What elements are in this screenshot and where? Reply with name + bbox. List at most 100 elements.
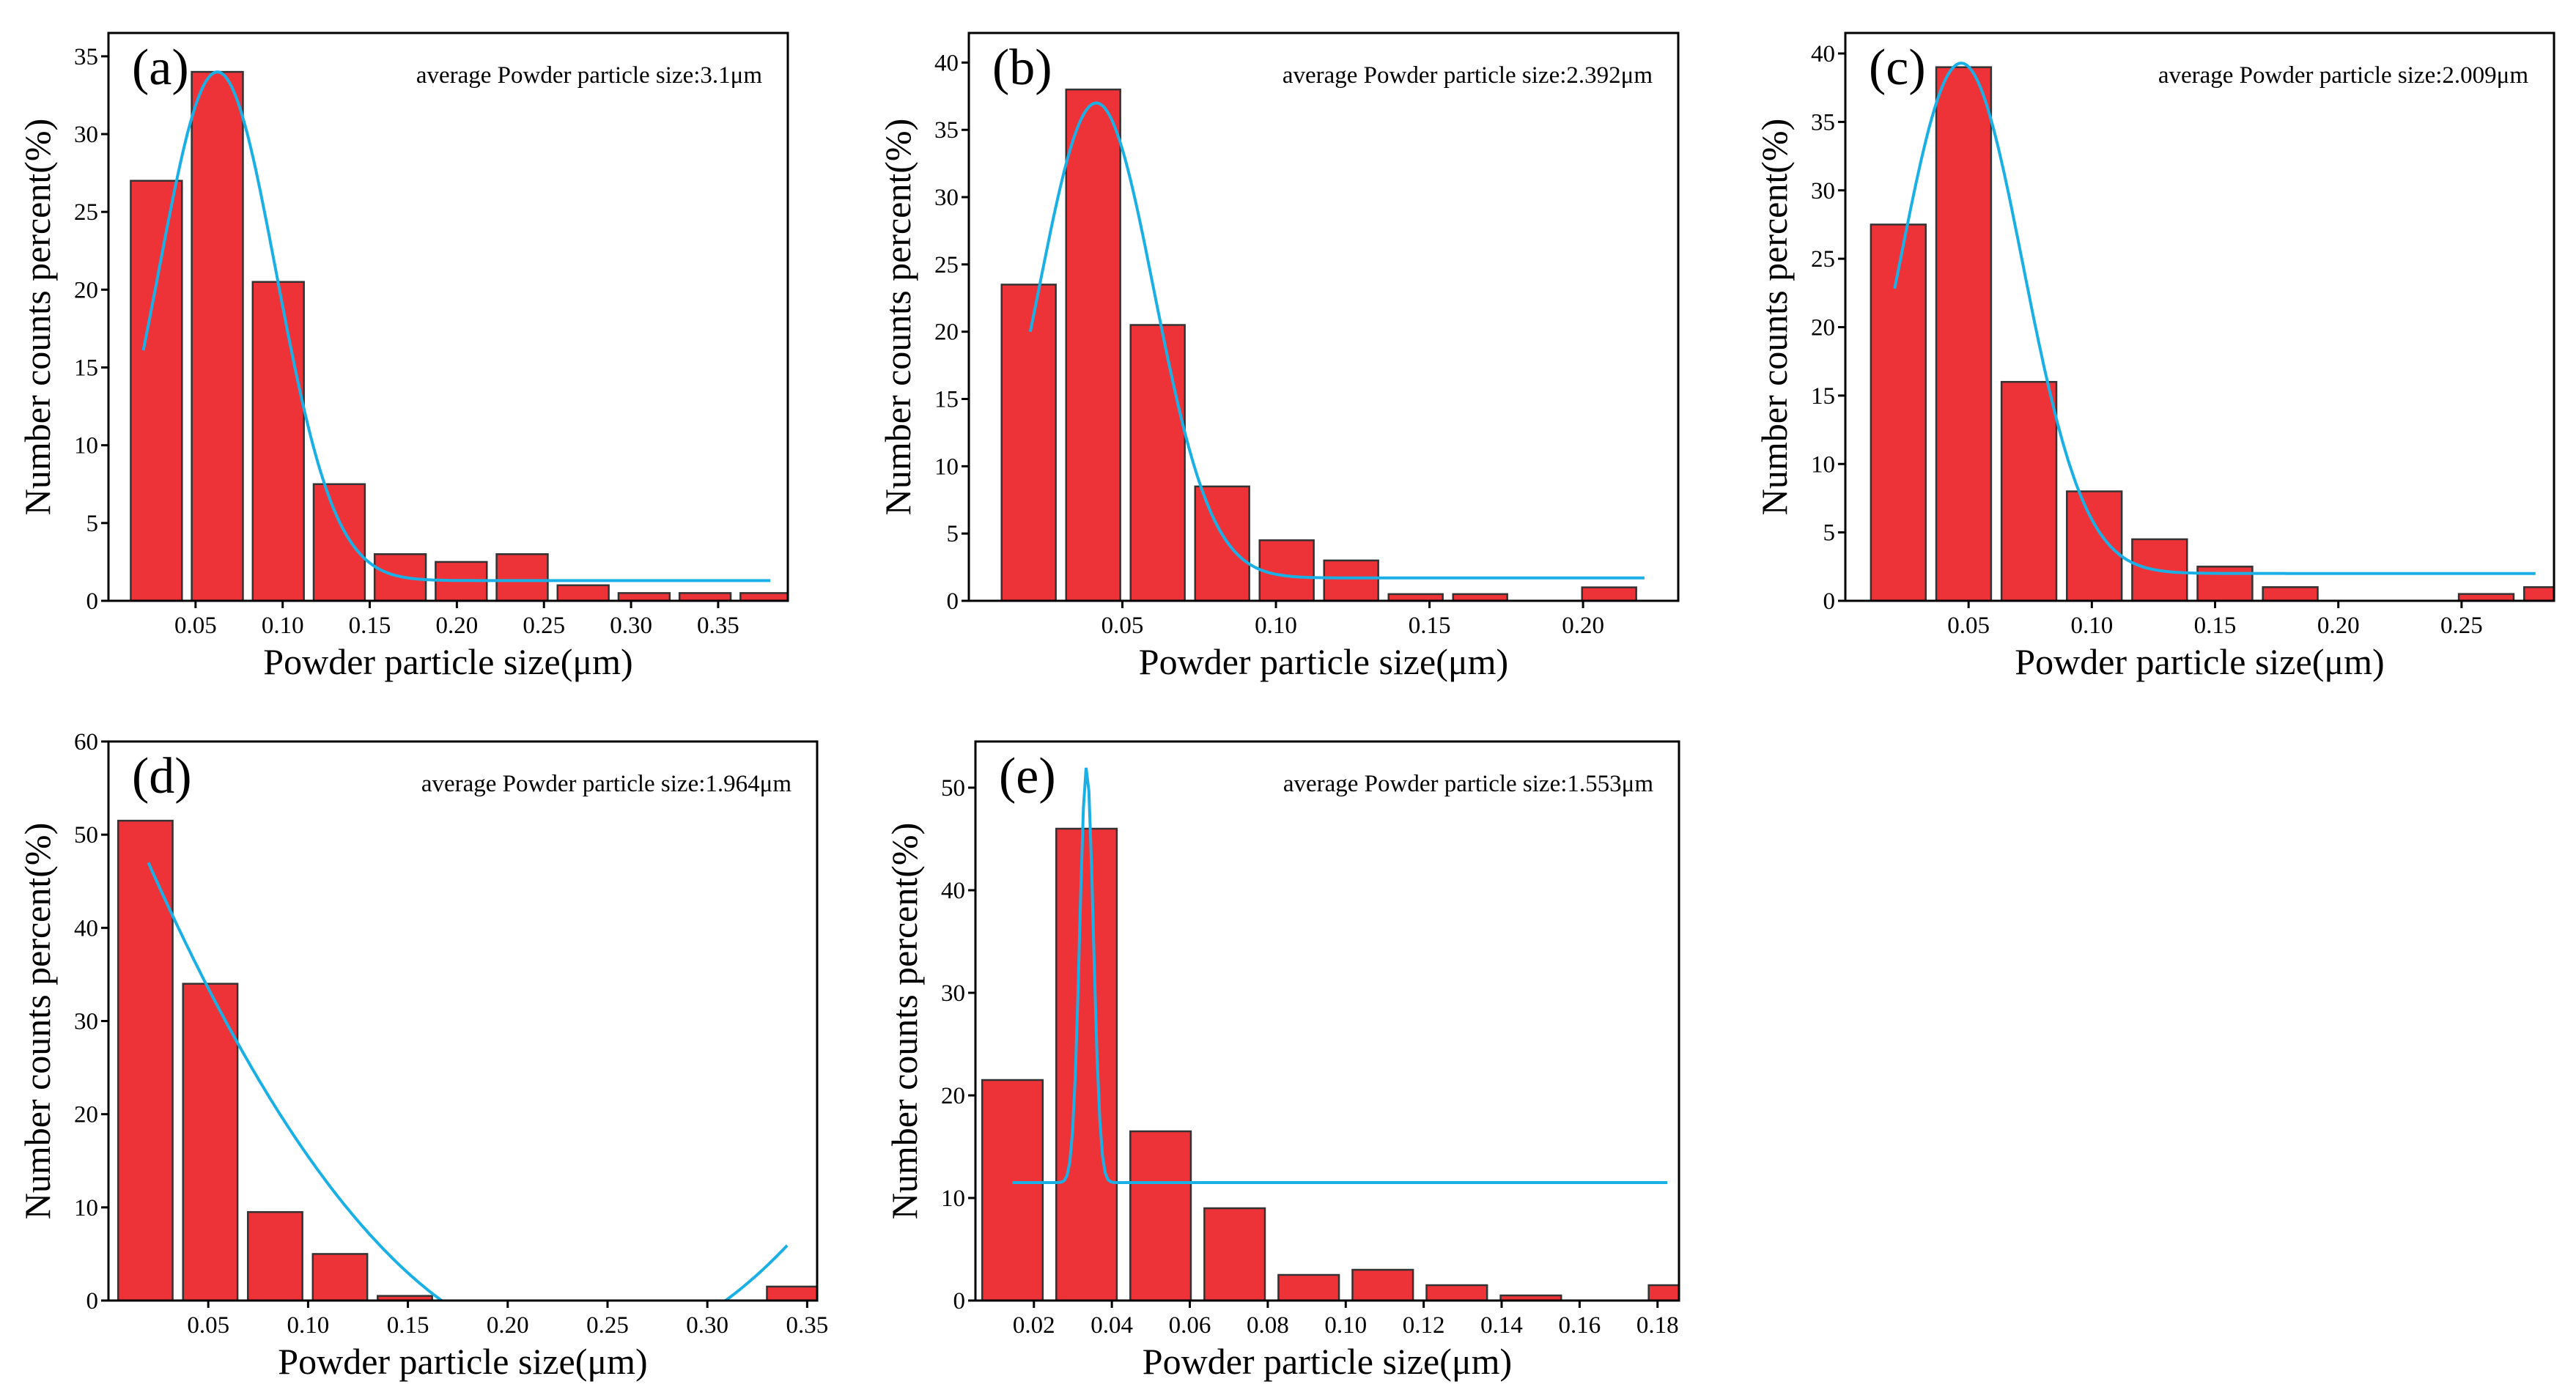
bar-1	[1935, 66, 1993, 602]
y-tick-label: 10	[74, 433, 98, 459]
y-tick-label: 25	[74, 199, 98, 226]
bar-9	[2523, 586, 2555, 602]
y-tick-label: 10	[934, 454, 959, 480]
y-tick-label: 5	[947, 521, 959, 547]
y-tick-label: 0	[947, 588, 959, 615]
bar-3	[1194, 485, 1250, 602]
x-tick-label: 0.05	[1947, 613, 1990, 639]
x-tick-label: 0.20	[487, 1312, 529, 1339]
y-tick-label: 15	[74, 355, 98, 382]
bar-1	[1065, 88, 1121, 602]
y-tick-label: 10	[1811, 451, 1835, 478]
bar-0	[1870, 223, 1927, 602]
y-tick-label: 20	[941, 1083, 965, 1109]
y-tick-label: 30	[934, 185, 959, 211]
bar-1	[182, 983, 239, 1302]
y-tick-label: 0	[1823, 588, 1836, 615]
bar-10	[739, 592, 789, 602]
fit-curve	[141, 70, 771, 582]
panel-d: 0.05 0.10 0.15 0.20 0.25 0.30 0.35 0 10 20 30 40 50 6…	[17, 729, 828, 1382]
x-tick-label: 0.10	[1255, 613, 1297, 639]
y-tick-label: 0	[86, 1288, 99, 1314]
bar-1	[191, 70, 244, 602]
x-axis-title: Powder particle size(μm)	[2015, 641, 2384, 682]
bar-0	[117, 819, 174, 1302]
bar-3	[312, 483, 366, 602]
x-tick-label: 0.02	[1013, 1312, 1055, 1339]
bar-8	[617, 592, 671, 602]
x-tick-label: 0.16	[1559, 1312, 1601, 1339]
x-tick-label: 0.20	[2317, 613, 2360, 639]
bar-0	[981, 1079, 1044, 1302]
y-tick-label: 10	[941, 1186, 965, 1212]
x-tick-label: 0.05	[1101, 613, 1144, 639]
y-tick-label: 35	[934, 117, 959, 144]
y-tick-label: 5	[1823, 520, 1836, 547]
y-tick-label: 20	[934, 319, 959, 346]
bar-1	[1055, 827, 1118, 1302]
average-size-annotation: average Powder particle size:1.964μm	[421, 771, 791, 797]
plot-frame	[1844, 32, 2555, 602]
bar-2	[2000, 380, 2058, 602]
fit-curve	[1012, 767, 1667, 1184]
bar-2	[251, 281, 305, 602]
y-tick-label: 30	[1811, 178, 1835, 204]
x-tick-label: 0.05	[187, 1312, 229, 1339]
panel-label: (e)	[999, 748, 1056, 805]
bar-4	[1258, 539, 1315, 602]
plot-frame	[107, 32, 789, 602]
y-tick-label: 30	[74, 122, 98, 148]
x-tick-label: 0.35	[697, 613, 739, 639]
bar-8	[1647, 1284, 1680, 1302]
x-tick-label: 0.25	[523, 613, 565, 639]
average-size-annotation: average Powder particle size:2.009μm	[2158, 62, 2528, 89]
y-axis-title: Number counts percent(%)	[877, 119, 918, 515]
x-tick-label: 0.10	[1324, 1312, 1367, 1339]
x-tick-label: 0.04	[1090, 1312, 1133, 1339]
y-tick-label: 0	[953, 1288, 966, 1314]
y-tick-label: 5	[86, 511, 99, 537]
bar-3	[2066, 490, 2123, 602]
x-tick-label: 0.15	[349, 613, 391, 639]
bar-4	[1277, 1273, 1340, 1302]
panel-label: (a)	[132, 40, 189, 96]
fit-curve	[1028, 101, 1645, 580]
bar-6	[2262, 586, 2319, 602]
average-size-annotation: average Powder particle size:2.392μm	[1283, 62, 1653, 89]
x-tick-label: 0.20	[1562, 613, 1604, 639]
y-tick-label: 20	[1811, 315, 1835, 341]
y-tick-label: 30	[74, 1009, 98, 1035]
y-tick-label: 25	[1811, 246, 1835, 273]
y-axis-title: Number counts percent(%)	[17, 119, 58, 515]
x-tick-label: 0.30	[686, 1312, 728, 1339]
panel-label: (d)	[132, 748, 192, 805]
x-tick-label: 0.10	[287, 1312, 330, 1339]
y-axis-title: Number counts percent(%)	[1754, 119, 1795, 515]
fit-curve	[147, 862, 789, 1301]
bar-10	[766, 1285, 819, 1302]
y-tick-label: 50	[941, 775, 965, 802]
bar-5	[2196, 566, 2254, 602]
x-tick-label: 0.08	[1247, 1312, 1289, 1339]
bar-5	[1323, 559, 1379, 602]
bar-8	[1581, 586, 1637, 602]
x-tick-label: 0.10	[2070, 613, 2113, 639]
bar-6	[1425, 1284, 1488, 1302]
y-axis-title: Number counts percent(%)	[884, 823, 925, 1219]
x-axis-title: Powder particle size(μm)	[278, 1341, 647, 1382]
y-tick-label: 20	[74, 277, 98, 303]
x-tick-label: 0.35	[786, 1312, 829, 1339]
bar-2	[1129, 1130, 1192, 1302]
y-tick-label: 50	[74, 822, 98, 848]
panel-label: (c)	[1869, 40, 1926, 96]
bar-7	[556, 584, 610, 602]
bar-3	[311, 1253, 369, 1302]
y-axis-title: Number counts percent(%)	[17, 823, 58, 1219]
average-size-annotation: average Powder particle size:3.1μm	[416, 62, 762, 89]
x-tick-label: 0.10	[262, 613, 304, 639]
y-tick-label: 15	[934, 387, 959, 413]
fit-curve	[1893, 62, 2536, 575]
y-tick-label: 35	[1811, 109, 1835, 136]
panel-c: 0.05 0.10 0.15 0.20 0.25 0 5 10 15 20 25 30 35 40 Powd…	[1754, 32, 2555, 682]
y-tick-label: 25	[934, 252, 959, 278]
